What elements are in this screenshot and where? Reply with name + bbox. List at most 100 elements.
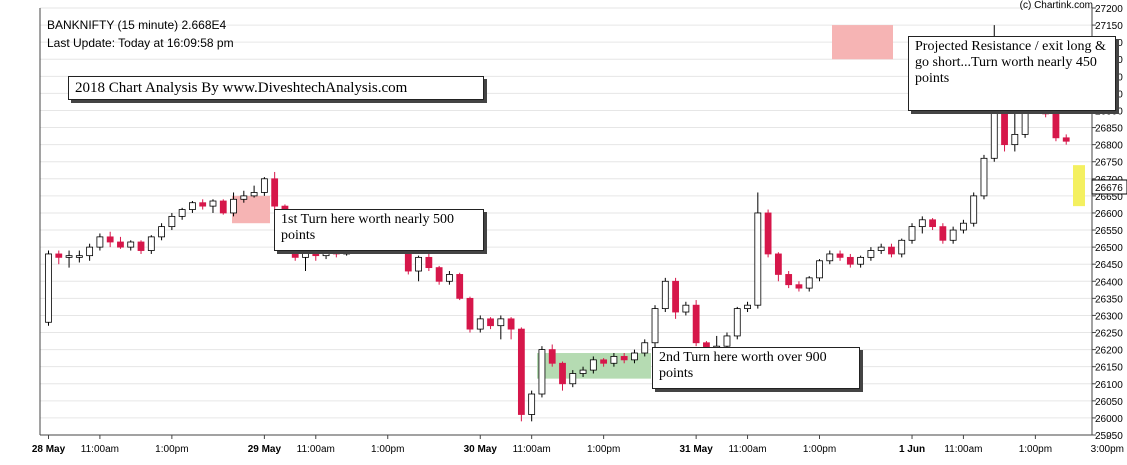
candle-down (507, 317, 515, 340)
candle-body (816, 260, 823, 279)
candle-body (322, 250, 330, 257)
candle-body (117, 241, 124, 248)
candle-body (507, 318, 515, 330)
candle-down (517, 327, 525, 422)
candle-body (610, 356, 618, 364)
candle-down (795, 281, 803, 292)
candle-body (929, 219, 936, 228)
candle-body (302, 250, 309, 258)
candle-body (446, 274, 453, 282)
candle-up (178, 207, 186, 220)
candle-body (435, 267, 443, 282)
candle-body (404, 250, 412, 272)
candle-body (548, 349, 556, 364)
candle-body (867, 250, 875, 258)
y-tick-label: 26450 (1095, 260, 1123, 271)
candle-down (692, 300, 700, 347)
candle-up (949, 226, 957, 244)
y-tick-label: 26050 (1095, 397, 1123, 408)
x-tick-label: 11:00am (513, 444, 551, 455)
candle-body (497, 318, 505, 327)
candle-up (189, 201, 196, 213)
candle-body (96, 236, 104, 248)
candle-up (877, 243, 885, 254)
x-tick-label: 11:00am (297, 444, 335, 455)
candle-up (86, 243, 94, 261)
candle-body (137, 241, 145, 251)
candle-body (65, 255, 73, 258)
candle-down (137, 240, 145, 254)
candle-body (127, 241, 135, 248)
candle-up (970, 192, 978, 227)
candle-down (466, 296, 474, 333)
candle-body (230, 198, 237, 214)
x-tick-label: 31 May (679, 444, 713, 455)
candle-down (888, 243, 895, 258)
y-tick-label: 26600 (1095, 209, 1123, 220)
y-tick-label: 26100 (1095, 380, 1123, 391)
y-tick-label: 26150 (1095, 363, 1123, 374)
candle-up (898, 238, 906, 258)
candle-body (733, 308, 741, 337)
candle-down (404, 247, 412, 275)
y-tick-label: 26000 (1095, 414, 1123, 425)
y-tick-label: 25950 (1095, 431, 1123, 442)
candle-down (106, 231, 114, 248)
candle-body (415, 256, 422, 272)
candle-body (209, 200, 217, 207)
candle-down (435, 265, 443, 285)
candle-up (908, 223, 916, 244)
candle-body (960, 222, 967, 231)
candle-down (117, 236, 124, 249)
candle-down (836, 250, 844, 261)
candle-body (918, 219, 926, 228)
candle-body (240, 195, 248, 200)
last-price-label: 26676 (1095, 183, 1123, 194)
x-tick-label: 1:00pm (1019, 444, 1052, 455)
candle-body (45, 253, 52, 323)
candle-body (579, 369, 587, 374)
candle-body (178, 209, 186, 217)
candle-down (846, 253, 854, 268)
analysis-title-box: 2018 Chart Analysis By www.DiveshtechAna… (68, 76, 484, 100)
candle-up (805, 276, 813, 292)
candle-down (620, 353, 628, 364)
candle-body (774, 253, 782, 275)
candle-down (219, 199, 227, 215)
candle-body (456, 274, 464, 299)
candle-body (939, 226, 947, 241)
candle-body (898, 239, 906, 255)
candle-body (949, 229, 957, 241)
x-axis-ticks: 28 May 11:00am 1:00pm 29 May 11:00am 1:00pm 30… (32, 435, 1124, 455)
candle-body (857, 256, 865, 265)
candle-body (631, 352, 638, 361)
candle-up (209, 199, 217, 213)
x-tick-label: 11:00am (81, 444, 119, 455)
x-tick-label: 11:00am (728, 444, 766, 455)
x-tick-label: 1 Jun (899, 444, 925, 455)
last-candle-zone (1073, 165, 1085, 207)
candle-body (250, 192, 258, 197)
candle-body (466, 297, 474, 330)
y-tick-label: 26500 (1095, 243, 1123, 254)
candle-up (579, 366, 587, 377)
candle-up (857, 255, 865, 268)
candle-body (106, 236, 114, 243)
candle-up (260, 177, 268, 196)
candle-body (75, 255, 83, 258)
candle-body (158, 226, 165, 238)
candle-up (960, 219, 967, 234)
last-price-marker: 26676 (1091, 179, 1127, 195)
candle-body (764, 212, 772, 255)
y-tick-label: 26900 (1095, 106, 1123, 117)
candle-body (980, 157, 988, 197)
candle-body (970, 195, 978, 224)
candle-body (744, 304, 751, 310)
y-tick-label: 27150 (1095, 21, 1123, 32)
candle-down (600, 358, 608, 367)
candle-up (497, 315, 505, 340)
candle-up (45, 250, 52, 326)
x-tick-label: 30 May (464, 444, 498, 455)
resistance-zone (832, 25, 893, 60)
candle-up (65, 250, 73, 268)
